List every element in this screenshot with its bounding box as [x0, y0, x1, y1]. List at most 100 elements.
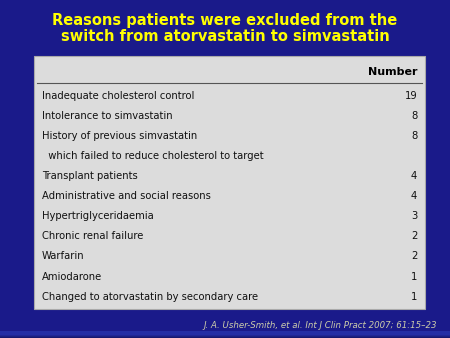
- Text: Amiodarone: Amiodarone: [42, 271, 102, 282]
- Bar: [0, 332, 450, 336]
- Bar: [0, 333, 450, 336]
- Bar: [0, 332, 450, 335]
- Text: Administrative and social reasons: Administrative and social reasons: [42, 191, 211, 201]
- Bar: [0, 335, 450, 338]
- Bar: [0, 332, 450, 336]
- Bar: [0, 332, 450, 336]
- Text: 2: 2: [411, 232, 417, 241]
- Text: Reasons patients were excluded from the: Reasons patients were excluded from the: [52, 14, 398, 28]
- Bar: [0, 332, 450, 335]
- Text: 1: 1: [411, 292, 417, 301]
- Bar: [0, 332, 450, 335]
- Bar: [0, 333, 450, 336]
- Text: 1: 1: [411, 271, 417, 282]
- Bar: [0, 332, 450, 335]
- Bar: [0, 333, 450, 337]
- Bar: [0, 334, 450, 338]
- Bar: [0, 333, 450, 336]
- Bar: [0, 334, 450, 337]
- Bar: [0, 332, 450, 336]
- Bar: [0, 332, 450, 335]
- Bar: [0, 334, 450, 337]
- Text: which failed to reduce cholesterol to target: which failed to reduce cholesterol to ta…: [42, 151, 264, 161]
- Bar: [0, 334, 450, 337]
- Bar: [0, 334, 450, 338]
- Bar: [0, 334, 450, 337]
- Text: 8: 8: [411, 131, 417, 141]
- Text: 19: 19: [405, 91, 417, 101]
- Bar: [0, 333, 450, 337]
- Text: 2: 2: [411, 251, 417, 262]
- Bar: [0, 333, 450, 336]
- Bar: [0, 332, 450, 335]
- Bar: [0, 333, 450, 337]
- Bar: [0, 334, 450, 337]
- Bar: [0, 335, 450, 338]
- Bar: [0, 335, 450, 338]
- Bar: [0, 335, 450, 338]
- Bar: [0, 333, 450, 336]
- Bar: [0, 333, 450, 336]
- Bar: [0, 334, 450, 337]
- Bar: [0, 334, 450, 337]
- Bar: [0, 333, 450, 337]
- Bar: [0, 332, 450, 335]
- Bar: [0, 334, 450, 337]
- Bar: [0, 332, 450, 336]
- Bar: [0, 333, 450, 336]
- Bar: [0, 332, 450, 335]
- Text: 4: 4: [411, 171, 417, 182]
- Bar: [0, 333, 450, 336]
- Text: 4: 4: [411, 191, 417, 201]
- Bar: [0, 333, 450, 336]
- Bar: [0, 335, 450, 338]
- Text: Hypertriglyceridaemia: Hypertriglyceridaemia: [42, 211, 153, 221]
- Bar: [0, 333, 450, 337]
- Bar: [0, 334, 450, 337]
- Text: Intolerance to simvastatin: Intolerance to simvastatin: [42, 111, 172, 121]
- Bar: [0, 334, 450, 337]
- Bar: [0, 331, 450, 335]
- Bar: [0, 333, 450, 336]
- Bar: [0, 334, 450, 337]
- Text: 8: 8: [411, 111, 417, 121]
- Text: Changed to atorvastatin by secondary care: Changed to atorvastatin by secondary car…: [42, 292, 258, 301]
- Bar: [0, 333, 450, 337]
- Bar: [0, 331, 450, 335]
- Bar: [0, 331, 450, 335]
- Text: 3: 3: [411, 211, 417, 221]
- Bar: [0, 332, 450, 335]
- Bar: [0, 334, 450, 338]
- Bar: [0, 333, 450, 336]
- Bar: [0, 334, 450, 337]
- Bar: [0, 332, 450, 335]
- Bar: [0, 334, 450, 338]
- Bar: [0, 334, 450, 337]
- Bar: [0, 332, 450, 336]
- Bar: [0, 332, 450, 335]
- Bar: [0, 333, 450, 337]
- Bar: [0, 333, 450, 336]
- Bar: [0, 333, 450, 337]
- Bar: [0, 333, 450, 336]
- Bar: [0, 333, 450, 336]
- Text: Chronic renal failure: Chronic renal failure: [42, 232, 143, 241]
- Bar: [0, 334, 450, 338]
- FancyBboxPatch shape: [34, 56, 425, 309]
- Bar: [0, 332, 450, 335]
- Bar: [0, 334, 450, 337]
- Bar: [0, 333, 450, 337]
- Text: Warfarin: Warfarin: [42, 251, 85, 262]
- Bar: [0, 334, 450, 337]
- Bar: [0, 333, 450, 336]
- Bar: [0, 332, 450, 335]
- Bar: [0, 333, 450, 336]
- Bar: [0, 332, 450, 335]
- Bar: [0, 332, 450, 335]
- Bar: [0, 334, 450, 337]
- Bar: [0, 332, 450, 335]
- Bar: [0, 334, 450, 338]
- Text: J. A. Usher-Smith, et al. Int J Clin Pract 2007; 61:15–23: J. A. Usher-Smith, et al. Int J Clin Pra…: [203, 321, 436, 330]
- Bar: [0, 333, 450, 337]
- Bar: [0, 332, 450, 336]
